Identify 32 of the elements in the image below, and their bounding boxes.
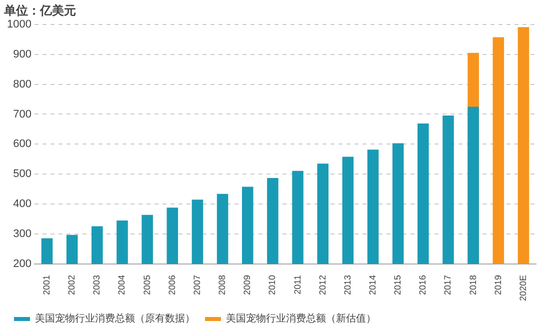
legend-label: 美国宠物行业消费总额（新估值） bbox=[226, 312, 376, 325]
x-tick-label: 2016 bbox=[418, 274, 428, 296]
y-tick-label: 700 bbox=[13, 108, 32, 120]
y-tick-label: 900 bbox=[13, 48, 32, 60]
x-tick-label: 2009 bbox=[242, 274, 252, 296]
x-tick-label: 2015 bbox=[392, 274, 403, 296]
y-tick-label: 600 bbox=[13, 138, 32, 150]
x-tick-label: 2004 bbox=[116, 274, 127, 296]
y-tick-label: 200 bbox=[13, 258, 32, 270]
x-tick-label: 2011 bbox=[292, 274, 302, 294]
y-tick-label: 500 bbox=[13, 168, 32, 180]
x-tick-label: 2010 bbox=[267, 274, 278, 296]
x-tick-label: 2014 bbox=[367, 274, 378, 296]
x-tick-label: 2008 bbox=[217, 274, 228, 296]
x-tick-label: 2003 bbox=[92, 274, 102, 296]
y-tick-label: 300 bbox=[13, 228, 32, 240]
x-tick-label: 2018 bbox=[468, 274, 478, 296]
x-tick-label: 2013 bbox=[342, 274, 352, 296]
x-tick-label: 2020E bbox=[518, 274, 528, 302]
x-tick-label: 2019 bbox=[492, 274, 503, 296]
x-tick-label: 2006 bbox=[166, 274, 177, 296]
y-tick-label: 800 bbox=[13, 78, 32, 90]
legend-label: 美国宠物行业消费总额（原有数据） bbox=[35, 312, 195, 325]
x-tick-label: 2017 bbox=[442, 274, 453, 296]
y-tick-label: 1000 bbox=[6, 18, 32, 30]
x-tick-label: 2001 bbox=[41, 274, 52, 296]
x-tick-label: 2007 bbox=[192, 274, 202, 296]
x-tick-label: 2002 bbox=[66, 274, 77, 296]
x-tick-label: 2005 bbox=[142, 274, 152, 296]
x-tick-label: 2012 bbox=[317, 274, 328, 296]
y-axis-title: 单位：亿美元 bbox=[3, 3, 76, 18]
y-tick-label: 400 bbox=[13, 198, 32, 210]
